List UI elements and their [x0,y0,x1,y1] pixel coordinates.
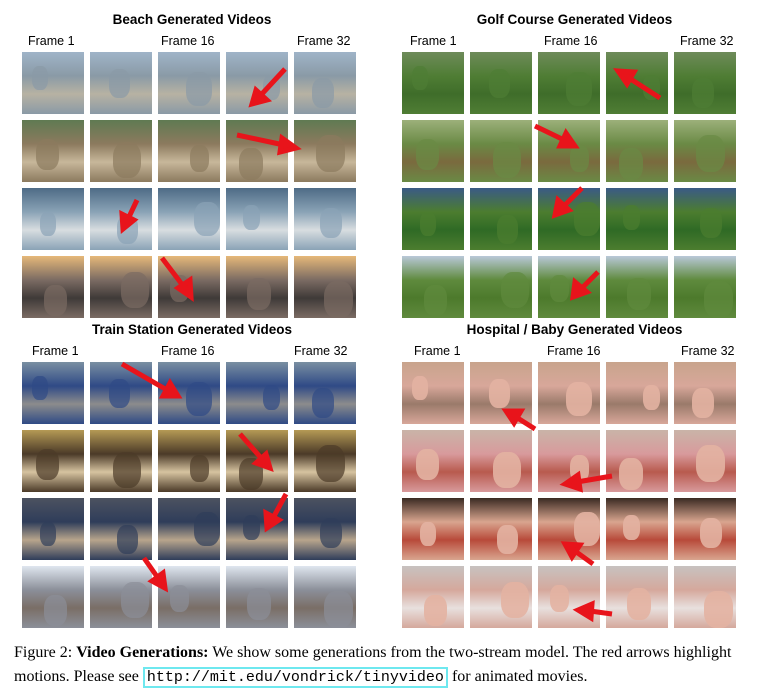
caption-bold: Video Generations: [76,644,209,661]
caption-url-link[interactable]: http://mit.edu/vondrick/tinyvideo [142,667,448,688]
video-frame-thumbnail [606,362,668,424]
video-frame-thumbnail [22,188,84,250]
video-frame-thumbnail [294,120,356,182]
panel-title: Golf Course Generated Videos [476,12,673,27]
video-frame-thumbnail [606,188,668,250]
video-frame-thumbnail [158,120,220,182]
video-frame-thumbnail [294,256,356,318]
video-frame-thumbnail [22,120,84,182]
video-frame-thumbnail [226,566,288,628]
figure-caption: Figure 2: Video Generations: We show som… [14,641,759,690]
caption-prefix: Figure 2: [14,644,77,661]
frame-label-16: Frame 16 [547,344,601,358]
video-frame-thumbnail [674,430,736,492]
video-frame-thumbnail [606,120,668,182]
beach-panel: Beach Generated Videos Frame 1 Frame 16 … [22,12,362,322]
video-frame-thumbnail [90,566,152,628]
beach-motion-arrows [119,67,302,302]
video-frame-thumbnail [90,256,152,318]
caption-text: We show some generations from the two-st… [14,644,732,685]
panel-title: Train Station Generated Videos [91,322,293,337]
video-frame-thumbnail [470,256,532,318]
train-panel: Train Station Generated Videos Frame 1 F… [22,322,362,634]
video-frame-thumbnail [22,52,84,114]
frame-label-32: Frame 32 [294,344,348,358]
video-frame-thumbnail [294,362,356,424]
golf-panel: Golf Course Generated Videos Frame 1 Fra… [402,12,747,322]
frame-label-1: Frame 1 [32,344,79,358]
video-frame-thumbnail [470,566,532,628]
video-frame-thumbnail [158,566,220,628]
video-frame-thumbnail [606,498,668,560]
video-frame-thumbnail [606,566,668,628]
video-frame-thumbnail [470,188,532,250]
frame-label-16: Frame 16 [544,34,598,48]
hospital-panel: Hospital / Baby Generated Videos Frame 1… [402,322,747,634]
video-frame-thumbnail [606,256,668,318]
video-frame-thumbnail [22,362,84,424]
video-frame-thumbnail [158,498,220,560]
video-frame-thumbnail [402,362,464,424]
video-frame-thumbnail [470,498,532,560]
video-frame-thumbnail [294,188,356,250]
video-frame-thumbnail [158,188,220,250]
video-frame-thumbnail [226,256,288,318]
video-frame-thumbnail [294,498,356,560]
video-frame-thumbnail [22,566,84,628]
video-frame-thumbnail [22,256,84,318]
frame-label-1: Frame 1 [28,34,75,48]
video-frame-thumbnail [674,188,736,250]
video-frame-thumbnail [22,498,84,560]
video-frame-thumbnail [402,498,464,560]
video-frame-thumbnail [674,566,736,628]
video-frame-thumbnail [470,120,532,182]
train-motion-arrows [120,361,289,593]
golf-motion-arrows [533,68,662,301]
video-frame-thumbnail [294,566,356,628]
video-frame-thumbnail [470,430,532,492]
video-frame-thumbnail [402,430,464,492]
video-frame-thumbnail [470,52,532,114]
video-frame-thumbnail [90,52,152,114]
video-frame-thumbnail [402,566,464,628]
frame-label-16: Frame 16 [161,34,215,48]
video-frame-thumbnail [158,52,220,114]
video-frame-thumbnail [606,430,668,492]
video-frame-thumbnail [538,566,600,628]
video-frame-thumbnail [90,120,152,182]
video-frame-thumbnail [22,430,84,492]
video-frame-thumbnail [674,256,736,318]
hospital-motion-arrows [501,408,613,623]
video-frame-thumbnail [226,188,288,250]
video-frame-thumbnail [90,498,152,560]
video-frame-thumbnail [90,430,152,492]
video-frame-thumbnail [538,362,600,424]
frame-label-1: Frame 1 [414,344,461,358]
video-frame-thumbnail [226,362,288,424]
video-frame-thumbnail [158,430,220,492]
video-frame-thumbnail [294,430,356,492]
video-frame-thumbnail [402,52,464,114]
video-frame-thumbnail [674,362,736,424]
video-frame-thumbnail [538,430,600,492]
video-frame-thumbnail [294,52,356,114]
video-frame-thumbnail [402,256,464,318]
panel-title: Beach Generated Videos [112,12,272,27]
video-frame-thumbnail [674,120,736,182]
caption-suffix: for animated movies. [447,668,588,685]
video-frame-thumbnail [674,52,736,114]
video-frame-thumbnail [402,188,464,250]
video-frame-thumbnail [674,498,736,560]
frame-label-32: Frame 32 [681,344,735,358]
video-frame-thumbnail [538,188,600,250]
panel-title: Hospital / Baby Generated Videos [466,322,683,337]
frame-label-1: Frame 1 [410,34,457,48]
frame-label-32: Frame 32 [680,34,734,48]
frame-label-32: Frame 32 [297,34,351,48]
video-frame-thumbnail [538,52,600,114]
video-frame-thumbnail [470,362,532,424]
frame-label-16: Frame 16 [161,344,215,358]
video-frame-thumbnail [402,120,464,182]
video-frame-thumbnail [90,362,152,424]
